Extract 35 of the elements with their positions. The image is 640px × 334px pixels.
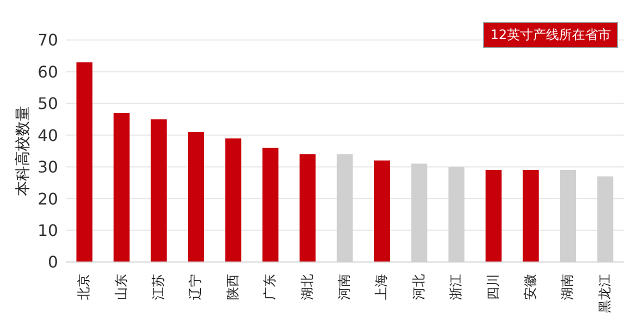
bar [262, 148, 278, 262]
bar [374, 160, 390, 262]
x-tick-label: 安徽 [522, 274, 538, 300]
y-tick-label: 20 [38, 189, 58, 208]
bar [486, 170, 502, 262]
y-tick-label: 10 [38, 220, 58, 240]
bar [522, 170, 539, 262]
x-tick-label: 四川 [486, 274, 502, 300]
x-tick-label: 湖南 [560, 274, 576, 300]
x-tick-label: 广东 [263, 274, 278, 300]
bar [114, 112, 130, 262]
bar [150, 119, 167, 262]
bar [300, 154, 316, 262]
x-tick-label: 上海 [374, 274, 390, 300]
bar [188, 132, 204, 262]
y-tick-label: 0 [48, 252, 58, 272]
x-tick-label: 黑龙江 [598, 274, 613, 313]
y-tick-label: 60 [38, 62, 58, 82]
y-tick-label: 30 [38, 158, 58, 177]
y-tick-label: 50 [38, 94, 58, 114]
x-tick-label: 河北 [412, 274, 427, 300]
x-tick-label: 辽宁 [188, 274, 204, 300]
x-tick-label: 河南 [338, 274, 352, 300]
x-tick-label: 北京 [77, 274, 92, 300]
x-tick-label: 山东 [114, 274, 130, 300]
y-tick-label: 70 [38, 30, 58, 50]
bar [76, 62, 92, 262]
x-tick-label: 江苏 [152, 274, 166, 300]
x-tick-label: 浙江 [449, 274, 464, 300]
bar [225, 138, 242, 262]
x-tick-label: 陕西 [226, 274, 241, 300]
y-tick-label: 40 [38, 126, 58, 145]
y-axis-title: 本科高校数量 [13, 106, 32, 196]
x-tick-label: 湖北 [300, 274, 316, 300]
text: 12英寸产线所在省市 [483, 22, 618, 48]
